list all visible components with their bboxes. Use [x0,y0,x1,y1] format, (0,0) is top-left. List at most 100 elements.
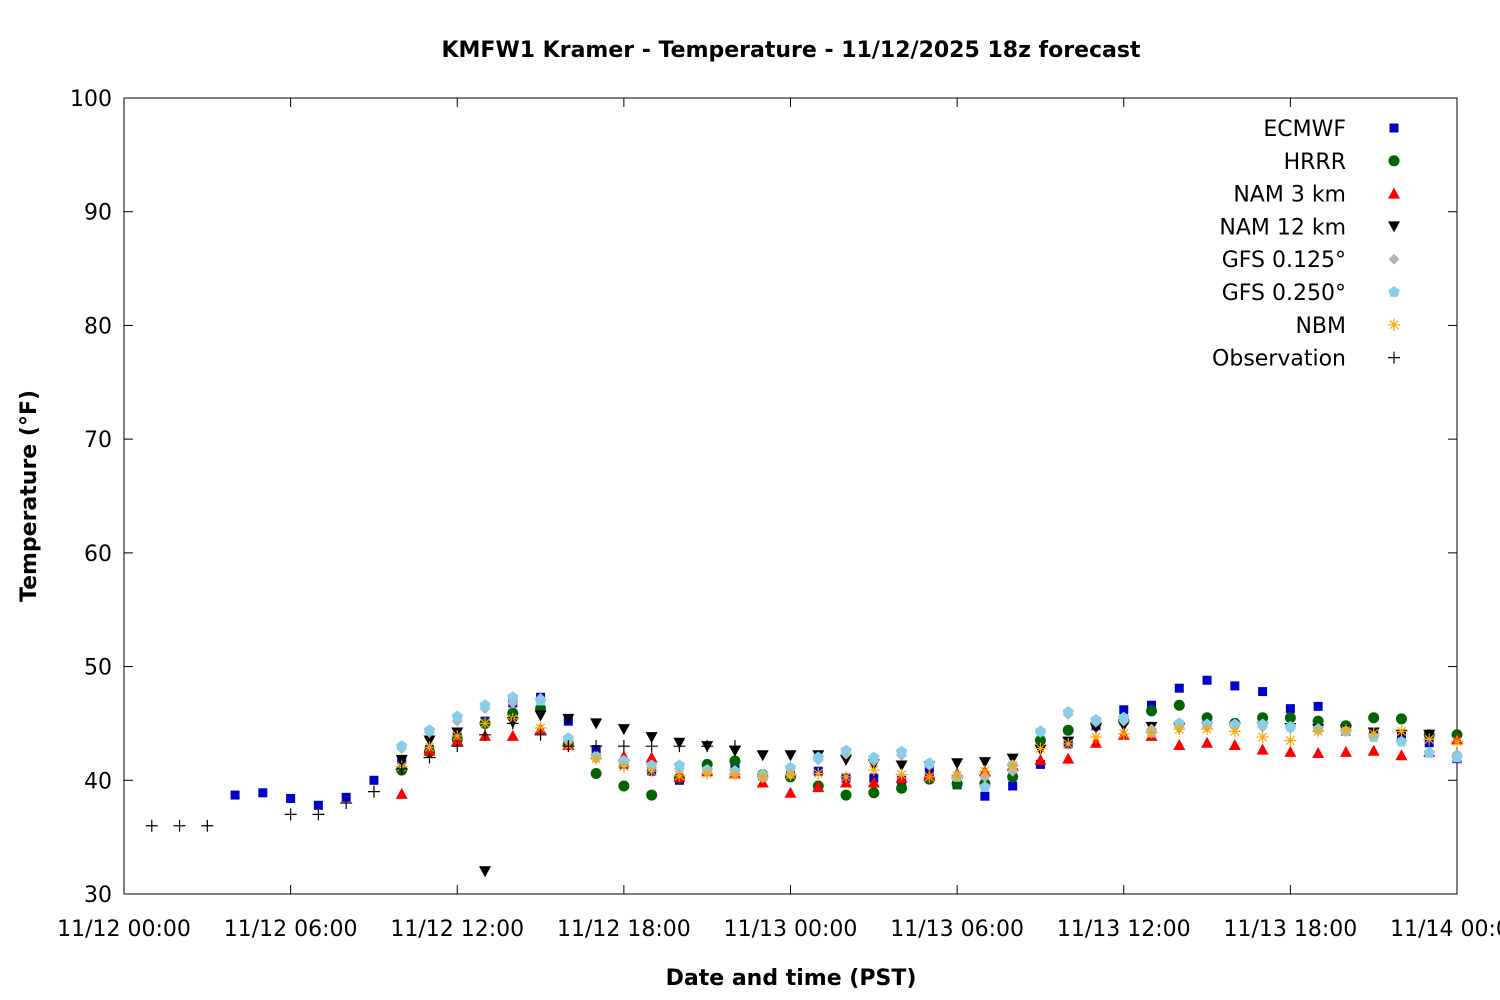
data-point-observation [701,740,714,753]
data-point-nam-12-km [479,866,492,878]
data-point-nbm [1089,731,1102,744]
legend-label-nam-12-km: NAM 12 km [1219,215,1346,240]
data-point-nam-12-km [784,750,797,762]
legend-label-gfs-0-250: GFS 0.250° [1222,281,1346,306]
data-point-nam-12-km [423,735,436,747]
data-point-observation [201,819,214,832]
legend-label-gfs-0-125: GFS 0.125° [1222,248,1346,273]
legend-label-nbm: NBM [1295,314,1346,339]
data-point-nam-3-km [395,787,408,799]
data-point-nbm [534,721,547,734]
legend-marker-observation [1388,351,1400,364]
data-point-observation [562,740,575,753]
data-point-nbm [479,717,492,730]
data-point-observation [395,762,408,775]
series-gfs-0-125 [396,692,1463,784]
data-point-nam-3-km [1339,745,1352,757]
y-tick-label: 90 [84,201,112,226]
data-point-gfs-0-250 [479,699,491,711]
data-point-gfs-0-250 [840,744,852,756]
data-point-nam-12-km [756,750,769,762]
data-point-nbm [645,765,658,778]
data-point-nbm [978,765,991,778]
legend-marker-nam-3-km [1388,187,1400,199]
legend-label-observation: Observation [1212,347,1346,372]
legend-label-ecmwf: ECMWF [1263,117,1346,142]
data-point-nbm [1284,734,1297,747]
data-point-hrrr [1007,771,1019,783]
chart-title: KMFW1 Kramer - Temperature - 11/12/2025 … [441,38,1140,63]
y-tick-label: 50 [84,656,112,681]
data-point-ecmwf [1202,675,1212,685]
data-point-ecmwf [1008,781,1018,791]
x-tick-label: 11/13 12:00 [1057,917,1191,942]
data-point-gfs-0-250 [1118,711,1130,723]
data-point-hrrr [868,787,880,799]
data-point-observation [312,808,325,821]
y-tick-label: 30 [84,883,112,908]
data-point-nam-3-km [1034,753,1047,765]
data-point-gfs-0-250 [1034,725,1047,737]
legend-marker-hrrr [1388,155,1400,167]
data-point-hrrr [729,755,741,767]
data-point-observation [173,819,186,832]
data-point-nam-12-km [617,724,630,736]
data-point-nbm [895,768,908,781]
data-point-gfs-0-250 [1062,706,1074,717]
legend-marker-gfs-0-250 [1388,286,1400,297]
y-tick-label: 40 [84,769,112,794]
data-point-gfs-0-250 [1284,720,1297,732]
data-point-nbm [784,768,797,781]
data-point-nam-12-km [590,718,603,730]
data-point-ecmwf [1285,704,1295,714]
data-point-gfs-0-250 [534,694,547,706]
data-point-gfs-0-250 [1395,735,1408,747]
x-tick-label: 11/13 00:00 [724,917,858,942]
data-point-gfs-0-250 [1229,718,1241,730]
data-point-ecmwf [369,775,379,785]
data-point-nbm [1117,727,1130,740]
data-point-nbm [701,767,714,780]
data-point-ecmwf [230,790,240,800]
data-point-ecmwf [1147,700,1157,710]
data-point-observation [645,740,658,753]
data-point-gfs-0-250 [423,724,436,736]
data-point-hrrr [1034,734,1046,746]
data-point-nam-3-km [1062,752,1075,764]
legend-marker-ecmwf [1389,123,1399,133]
data-point-gfs-0-250 [507,691,519,703]
series-nam-12-km [395,710,1436,878]
data-point-nbm [951,769,964,782]
data-point-hrrr [1146,705,1158,717]
data-point-nam-3-km [1201,736,1214,748]
data-point-nbm [1228,725,1241,738]
data-point-hrrr [1173,699,1185,711]
x-axis-label: Date and time (PST) [666,966,917,991]
data-point-nbm [867,764,880,777]
x-tick-label: 11/12 12:00 [390,917,524,942]
data-point-nbm [617,760,630,773]
x-tick-label: 11/12 00:00 [57,917,191,942]
data-point-nam-3-km [1284,745,1297,757]
data-point-nam-3-km [784,786,797,798]
data-point-nam-3-km [1312,746,1325,758]
data-point-nam-3-km [1228,739,1241,751]
legend-label-nam-3-km: NAM 3 km [1233,183,1346,208]
data-point-nbm [1201,723,1214,736]
x-tick-label: 11/12 18:00 [557,917,691,942]
data-point-ecmwf [1258,687,1268,697]
data-point-ecmwf [1313,701,1323,711]
data-point-nbm [451,729,464,742]
x-tick-label: 11/14 00:00 [1390,917,1500,942]
data-point-hrrr [1062,724,1074,736]
data-point-nbm [1312,725,1325,738]
data-point-hrrr [896,782,908,794]
data-point-nbm [812,767,825,780]
data-point-nbm [756,770,769,783]
data-point-nam-3-km [1173,739,1186,751]
data-point-nam-3-km [1395,749,1408,761]
data-point-nbm [1423,733,1436,746]
data-point-observation [145,819,158,832]
data-point-gfs-0-250 [562,732,575,744]
